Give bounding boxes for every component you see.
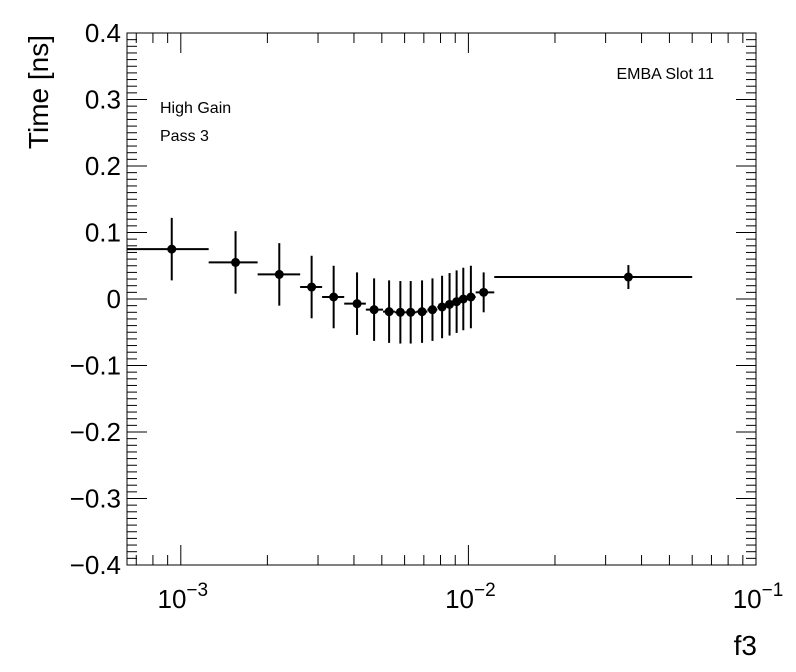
data-series bbox=[127, 217, 693, 344]
data-point bbox=[369, 305, 379, 315]
data-point bbox=[417, 307, 427, 317]
x-axis-title: f3 bbox=[734, 630, 757, 661]
data-point-group bbox=[466, 265, 476, 329]
x-tick-label-exponent: −2 bbox=[474, 580, 496, 601]
data-point bbox=[406, 307, 416, 317]
data-point-group bbox=[394, 281, 406, 344]
y-tick-label: −0.1 bbox=[70, 351, 121, 381]
data-point-group bbox=[475, 272, 495, 313]
data-point bbox=[479, 287, 489, 297]
y-tick-label: −0.3 bbox=[70, 484, 121, 514]
y-tick-label: 0.3 bbox=[85, 85, 121, 115]
y-axis-title: Time [ns] bbox=[23, 35, 54, 149]
data-point-group bbox=[445, 273, 455, 336]
data-point bbox=[437, 302, 447, 312]
annotation-pass: Pass 3 bbox=[160, 128, 209, 145]
data-point bbox=[329, 292, 339, 302]
data-point-group bbox=[437, 275, 447, 339]
data-point bbox=[231, 257, 241, 267]
x-tick-label-base: 10 bbox=[733, 584, 762, 614]
data-point bbox=[466, 292, 476, 302]
x-tick-label-exponent: −3 bbox=[186, 580, 208, 601]
y-tick-label: 0.1 bbox=[85, 218, 121, 248]
y-tick-label: 0 bbox=[107, 284, 121, 314]
x-tick-label-base: 10 bbox=[158, 584, 187, 614]
x-tick-label-exponent: −1 bbox=[762, 580, 784, 601]
y-tick-label: 0.4 bbox=[85, 18, 121, 48]
data-point-group bbox=[208, 231, 258, 294]
y-tick-label: 0.2 bbox=[85, 151, 121, 181]
x-axis-tick-labels: 10−3 10−2 10−1 bbox=[158, 580, 784, 614]
data-point bbox=[458, 294, 468, 304]
data-point bbox=[427, 305, 437, 315]
data-point-group bbox=[365, 278, 384, 341]
data-point-group bbox=[300, 255, 323, 319]
data-point bbox=[307, 282, 317, 292]
data-point bbox=[167, 244, 177, 254]
data-point-group bbox=[383, 280, 395, 343]
data-point bbox=[274, 269, 284, 279]
data-point bbox=[395, 307, 405, 317]
y-axis-ticks bbox=[127, 32, 756, 566]
data-point bbox=[352, 299, 362, 309]
annotation-slot: EMBA Slot 11 bbox=[616, 66, 714, 83]
data-point-group bbox=[127, 217, 209, 281]
data-point-group bbox=[322, 265, 345, 329]
x-axis-ticks bbox=[135, 33, 757, 565]
x-tick-label-base: 10 bbox=[445, 584, 474, 614]
x-tick-label: 10−2 bbox=[445, 580, 496, 614]
data-point bbox=[384, 307, 394, 317]
data-point-group bbox=[416, 280, 428, 343]
data-point bbox=[445, 299, 455, 309]
x-tick-label: 10−1 bbox=[733, 580, 784, 614]
x-tick-label: 10−3 bbox=[158, 580, 209, 614]
data-point bbox=[623, 272, 633, 282]
y-tick-label: −0.2 bbox=[70, 417, 121, 447]
data-point-group bbox=[344, 272, 366, 335]
y-axis-tick-labels: −0.4 −0.3 −0.2 −0.1 0 0.1 0.2 0.3 0.4 bbox=[70, 18, 121, 580]
data-point-group bbox=[257, 243, 301, 306]
annotation-gain: High Gain bbox=[160, 100, 231, 117]
y-tick-label: −0.4 bbox=[70, 550, 121, 580]
data-point-group bbox=[427, 278, 438, 341]
data-point-group bbox=[494, 265, 693, 290]
data-point-group bbox=[458, 267, 468, 331]
data-point-group bbox=[405, 281, 417, 344]
